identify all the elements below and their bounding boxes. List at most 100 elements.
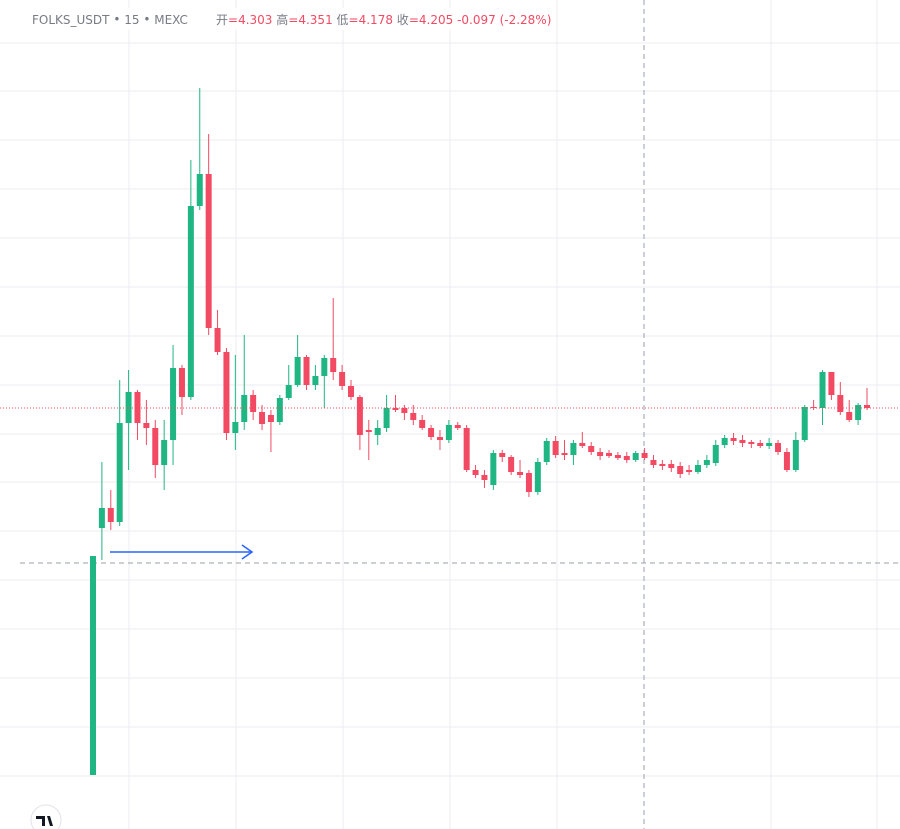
candle-body	[348, 386, 354, 397]
candle-body	[223, 352, 230, 433]
candle-body	[730, 438, 737, 441]
candle-body	[339, 372, 346, 386]
candle-body	[267, 415, 274, 422]
candle-body	[819, 372, 826, 408]
arrow-drawing	[110, 544, 254, 560]
candle-body	[579, 443, 586, 446]
candle-body	[472, 470, 479, 475]
candle-body	[294, 357, 301, 385]
candle-body	[196, 174, 203, 206]
candle-body	[694, 465, 701, 472]
candle-body	[383, 408, 390, 428]
candle-body	[828, 372, 835, 395]
ohlc-value: 4.303	[238, 13, 272, 27]
header: FOLKS_USDT • 15 • MEXC 开=4.303 高=4.351 低…	[28, 8, 551, 30]
candle-body	[783, 452, 790, 470]
logo-circle	[30, 804, 62, 829]
candle-body	[401, 408, 408, 413]
candle-body	[321, 358, 328, 376]
ohlc-label: 低	[337, 13, 349, 27]
candle-body	[499, 453, 506, 457]
ohlc-label: 高	[276, 12, 288, 27]
candle-body	[356, 397, 363, 435]
candle-body	[232, 422, 239, 433]
candle-body	[161, 440, 168, 465]
candle-body	[597, 452, 604, 456]
candle-body	[374, 428, 381, 435]
candle-body	[134, 392, 141, 423]
candle-body	[641, 453, 648, 458]
ohlc-value: 4.351	[298, 13, 332, 27]
candle-body	[463, 428, 470, 470]
candle-body	[650, 460, 657, 465]
candle-body	[632, 453, 639, 460]
candle-body	[276, 398, 283, 422]
logo	[30, 804, 62, 829]
ohlc-label: 收	[397, 13, 409, 27]
ohlc-label: 开	[216, 13, 228, 27]
candle-body	[98, 508, 105, 528]
candle-body	[116, 423, 123, 522]
candle-body	[570, 443, 577, 455]
candle-body	[428, 428, 435, 437]
candle-body	[187, 206, 194, 397]
candle-body	[90, 556, 96, 775]
candle-body	[170, 368, 177, 440]
candle-body	[543, 441, 550, 462]
candle-body	[490, 453, 497, 485]
candle-body	[330, 358, 337, 372]
change: -0.097	[457, 13, 496, 27]
candle-body	[837, 395, 844, 412]
header-bg	[28, 8, 548, 30]
candle-body	[757, 443, 764, 446]
candle-body	[659, 464, 666, 466]
candle-body	[766, 443, 773, 446]
candle-body	[712, 445, 719, 463]
candle-body	[739, 440, 746, 443]
change-pct: (-2.28%)	[500, 13, 552, 27]
candle-body	[801, 407, 808, 440]
candle-body	[561, 453, 568, 455]
logo-mark	[36, 816, 53, 826]
candles	[0, 88, 900, 775]
candle-body	[454, 425, 461, 428]
candle-body	[864, 405, 870, 408]
candle-body	[259, 412, 266, 424]
candle-body	[508, 457, 515, 472]
candle-body	[846, 412, 853, 420]
candle-body	[481, 475, 488, 480]
candle-body	[677, 466, 684, 474]
candle-body	[686, 470, 693, 472]
candle-body	[205, 174, 212, 328]
candle-body	[250, 395, 257, 412]
symbol: FOLKS_USDT	[32, 13, 110, 27]
candle-body	[214, 328, 221, 352]
candle-body	[410, 413, 417, 420]
ohlc-value: 4.178	[359, 13, 393, 27]
candle-body	[125, 392, 132, 423]
candle-body	[748, 442, 755, 444]
candle-body	[241, 395, 248, 422]
candle-body	[855, 405, 862, 420]
candle-body	[775, 443, 782, 452]
exchange: MEXC	[154, 13, 188, 27]
candle-body	[534, 462, 541, 492]
candle-body	[312, 376, 319, 385]
ohlc-value: 4.205	[419, 13, 453, 27]
candle-body	[107, 508, 114, 522]
candle-body	[152, 428, 159, 465]
candle-body	[606, 453, 612, 456]
arrow-head	[241, 544, 254, 560]
candle-body	[445, 425, 452, 440]
candle-body	[721, 438, 728, 445]
candle-body	[552, 441, 559, 455]
candle-body	[178, 368, 185, 397]
candle-body	[436, 437, 443, 440]
candle-body	[285, 385, 292, 398]
candle-body	[525, 473, 532, 492]
candle-body	[623, 456, 630, 460]
candle-body	[303, 357, 310, 385]
candle-body	[703, 460, 710, 465]
